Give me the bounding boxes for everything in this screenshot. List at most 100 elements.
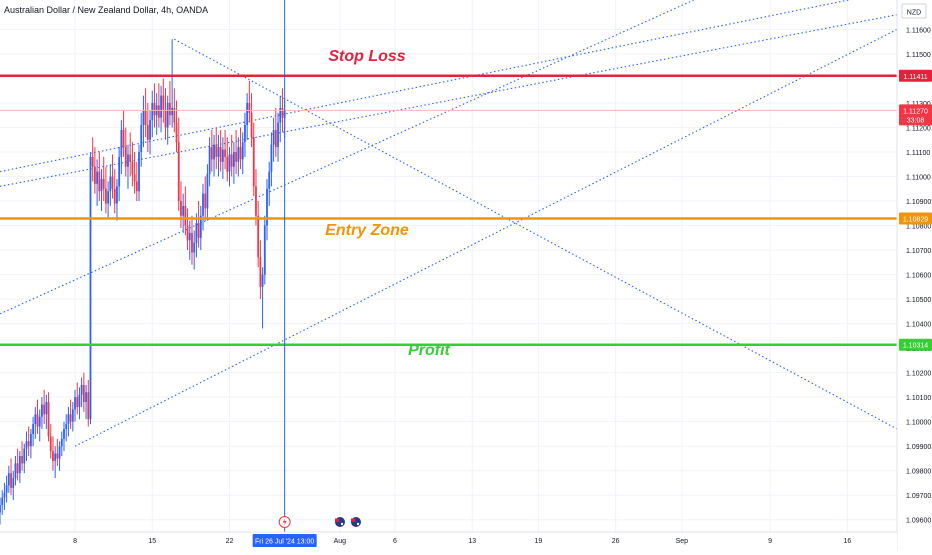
australia-flag-icon bbox=[334, 516, 346, 528]
lightning-event-icon bbox=[278, 516, 291, 528]
candle-body bbox=[244, 125, 246, 143]
candle-body bbox=[180, 201, 182, 216]
candle-body bbox=[268, 171, 271, 189]
candle-body bbox=[116, 186, 118, 204]
currency-box bbox=[901, 3, 927, 19]
candle-body bbox=[246, 102, 249, 126]
candle-body bbox=[175, 122, 178, 143]
candle-body bbox=[248, 102, 251, 113]
candle-body bbox=[76, 397, 79, 407]
candle-body bbox=[261, 274, 264, 287]
candle-body bbox=[12, 478, 15, 488]
time-tick-label: Aug bbox=[334, 538, 347, 545]
candle-body bbox=[177, 142, 180, 202]
candle-body bbox=[54, 453, 57, 461]
candle-body bbox=[257, 215, 260, 258]
candle-body bbox=[127, 154, 129, 167]
price-tick-label: 1.09900 bbox=[906, 444, 931, 451]
candle-body bbox=[60, 438, 63, 447]
countdown-label: 33:08 bbox=[907, 117, 925, 124]
crosshair-layer bbox=[278, 0, 362, 532]
candle-body bbox=[52, 451, 54, 461]
candle-body bbox=[210, 147, 213, 160]
candle-body bbox=[47, 402, 50, 437]
candle-body bbox=[204, 193, 207, 209]
candle-body bbox=[263, 225, 266, 275]
candle-body bbox=[78, 394, 81, 407]
candle-body bbox=[235, 152, 238, 162]
candle-body bbox=[255, 186, 257, 216]
candle-body bbox=[109, 176, 112, 192]
candle-body bbox=[277, 122, 279, 148]
candle-body bbox=[184, 205, 187, 226]
candle-body bbox=[3, 492, 6, 498]
candle-body bbox=[144, 110, 147, 126]
time-tick-label: 9 bbox=[768, 538, 772, 545]
price-tick-label: 1.11600 bbox=[906, 27, 931, 34]
price-tick-label: 1.11000 bbox=[906, 175, 931, 182]
symbol-title: Australian Dollar / New Zealand Dollar, … bbox=[4, 5, 209, 15]
candle-body bbox=[69, 414, 72, 422]
crosshair-date-box bbox=[252, 534, 317, 547]
candle-body bbox=[151, 102, 154, 121]
stop-loss-price-tag: 1.11411 bbox=[903, 74, 927, 81]
candle-body bbox=[279, 107, 282, 123]
candle-body bbox=[135, 181, 138, 192]
trendline-layer[interactable] bbox=[0, 0, 898, 447]
level-layer[interactable] bbox=[0, 74, 897, 346]
candle-body bbox=[138, 152, 140, 192]
profit-price-tag-box bbox=[899, 338, 932, 351]
candle-body bbox=[122, 129, 125, 148]
candle-body bbox=[191, 232, 193, 253]
grid-layer bbox=[0, 0, 897, 532]
candle-body bbox=[0, 505, 1, 513]
time-axis-background bbox=[0, 532, 897, 550]
flag-star bbox=[356, 522, 360, 526]
candle-body bbox=[237, 147, 240, 162]
candle-body bbox=[107, 191, 110, 204]
candle-body bbox=[91, 156, 94, 167]
time-tick-label: 8 bbox=[73, 538, 77, 545]
candle-body bbox=[173, 107, 176, 123]
entry-zone-annotation[interactable]: Entry Zone bbox=[325, 222, 409, 239]
entry-price-tag: 1.10829 bbox=[903, 216, 928, 223]
candle-body bbox=[281, 107, 284, 118]
candle-body bbox=[188, 232, 191, 241]
candle-body bbox=[98, 171, 101, 192]
candle-body bbox=[153, 102, 156, 116]
candle-body bbox=[215, 144, 218, 157]
price-tick-label: 1.11200 bbox=[906, 125, 931, 132]
candle-body bbox=[250, 112, 253, 138]
candle-body bbox=[272, 129, 275, 145]
candle-body bbox=[23, 448, 26, 464]
candle-body bbox=[182, 205, 185, 216]
crosshair-date-label: Fri 26 Jul '24 13:00 bbox=[255, 539, 314, 546]
current-price-tag-box bbox=[899, 104, 932, 126]
candle-body bbox=[5, 485, 8, 493]
candle-body bbox=[221, 149, 224, 162]
profit-annotation[interactable]: Profit bbox=[408, 342, 450, 359]
stop-loss-annotation[interactable]: Stop Loss bbox=[328, 48, 406, 65]
candle-body bbox=[162, 95, 165, 111]
current-price-tag: 1.11270 bbox=[903, 108, 928, 115]
candle-body bbox=[226, 156, 229, 172]
candle-body bbox=[270, 144, 273, 172]
candle-body bbox=[195, 223, 198, 243]
price-tick-label: 1.10000 bbox=[906, 420, 931, 427]
candle-body bbox=[131, 161, 134, 175]
lightning-icon-bolt bbox=[282, 517, 287, 527]
candle-body bbox=[169, 102, 171, 116]
candle-body bbox=[266, 188, 268, 226]
candle-body bbox=[124, 147, 127, 167]
trendline bbox=[0, 0, 695, 315]
candle-body bbox=[63, 429, 65, 439]
candle-body bbox=[252, 137, 255, 187]
candle-body bbox=[171, 107, 174, 116]
price-tick-label: 1.10200 bbox=[906, 371, 931, 378]
candle-body bbox=[74, 397, 76, 410]
time-tick-label: 22 bbox=[226, 538, 234, 545]
candle-body bbox=[206, 174, 209, 209]
